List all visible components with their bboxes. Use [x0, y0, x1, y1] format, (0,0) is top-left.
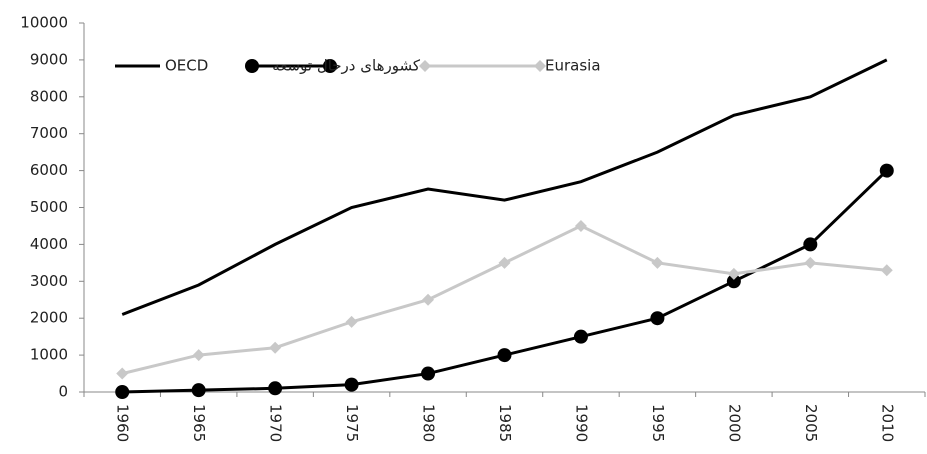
marker — [573, 329, 588, 344]
legend-label: کشورهای درحال توسعه — [272, 57, 421, 75]
y-tick-label: 9000 — [30, 50, 68, 68]
marker — [192, 349, 205, 362]
x-tick-label: 1960 — [114, 404, 132, 442]
marker — [419, 60, 431, 72]
y-tick-label: 0 — [58, 383, 68, 401]
x-tick-label: 1995 — [649, 404, 667, 442]
y-tick-label: 1000 — [30, 346, 68, 364]
marker — [880, 264, 893, 277]
y-tick-label: 6000 — [30, 161, 68, 179]
marker — [191, 383, 206, 398]
marker — [726, 274, 741, 289]
marker — [345, 315, 358, 328]
x-tick-label: 2005 — [802, 404, 820, 442]
marker — [803, 237, 818, 252]
marker — [323, 59, 337, 73]
marker — [534, 60, 546, 72]
y-tick-label: 3000 — [30, 272, 68, 290]
y-tick-label: 2000 — [30, 309, 68, 327]
series-line — [121, 58, 888, 316]
x-tick-label: 1985 — [496, 404, 514, 442]
x-tick-label: 1980 — [420, 404, 438, 442]
marker — [269, 341, 282, 354]
marker — [879, 163, 894, 178]
y-tick-label: 7000 — [30, 124, 68, 142]
marker — [574, 219, 587, 232]
marker — [650, 311, 665, 326]
marker — [245, 59, 259, 73]
marker — [727, 267, 740, 280]
marker — [115, 385, 130, 399]
y-tick-label: 5000 — [30, 198, 68, 216]
y-tick-label: 4000 — [30, 235, 68, 253]
marker — [651, 256, 664, 269]
marker — [422, 293, 435, 306]
x-tick-label: 1975 — [343, 404, 361, 442]
legend-label: OECD — [165, 57, 208, 75]
x-tick-label: 1965 — [190, 404, 208, 442]
y-tick-label: 8000 — [30, 87, 68, 105]
x-tick-label: 2010 — [878, 404, 896, 442]
marker — [421, 366, 436, 381]
marker — [498, 256, 511, 269]
marker — [344, 377, 359, 392]
x-tick-label: 2000 — [725, 404, 743, 442]
marker — [116, 367, 129, 380]
legend-label: Eurasia — [545, 57, 601, 75]
x-tick-label: 1990 — [572, 404, 590, 442]
marker — [497, 348, 512, 363]
y-tick-label: 10000 — [20, 14, 68, 32]
marker — [268, 381, 283, 396]
marker — [804, 256, 817, 269]
x-tick-label: 1970 — [267, 404, 285, 442]
